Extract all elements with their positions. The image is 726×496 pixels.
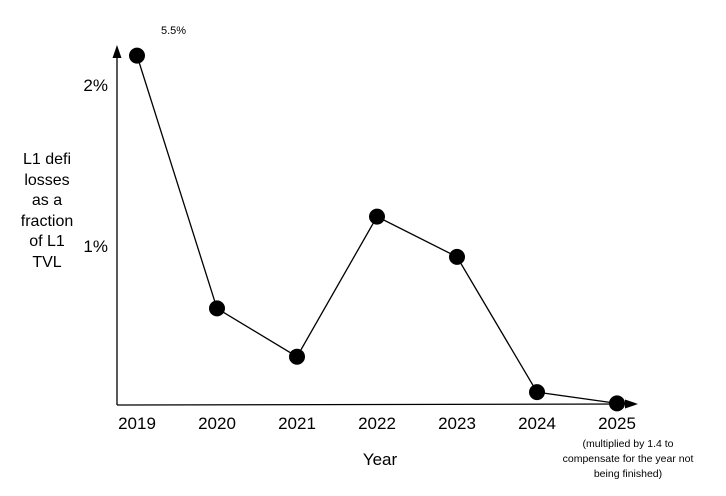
x-tick-label-2022: 2022 [358,414,396,433]
x-tick-label-2024: 2024 [518,414,556,433]
data-point-2022 [369,208,385,225]
y-axis-title: L1 defi losses as a fraction of L1 TVL [20,151,74,271]
x-axis-arrow-icon [625,399,638,409]
data-point-2019 [129,47,145,64]
x-tick-label-2021: 2021 [278,414,316,433]
x-axis-line [116,403,629,406]
data-point-2021 [289,348,305,365]
data-point-2020 [209,300,225,317]
y-axis-arrow-icon [112,45,122,58]
y-tick-label-2pct: 2% [83,76,108,95]
x-tick-label-2025: 2025 [598,414,636,433]
data-point-2024 [529,384,545,401]
x-tick-label-2019: 2019 [118,414,156,433]
data-point-2025 [609,395,625,412]
x-axis-title: Year [362,450,398,469]
x-tick-label-2023: 2023 [438,414,476,433]
data-point-2023 [449,248,465,265]
x-tick-label-2020: 2020 [198,414,236,433]
y-tick-label-1pct: 1% [83,237,108,256]
series-line [136,55,618,405]
clipped-point-value-label: 5.5% [161,25,187,37]
footnote: (multiplied by 1.4 to compensate for the… [562,438,694,480]
